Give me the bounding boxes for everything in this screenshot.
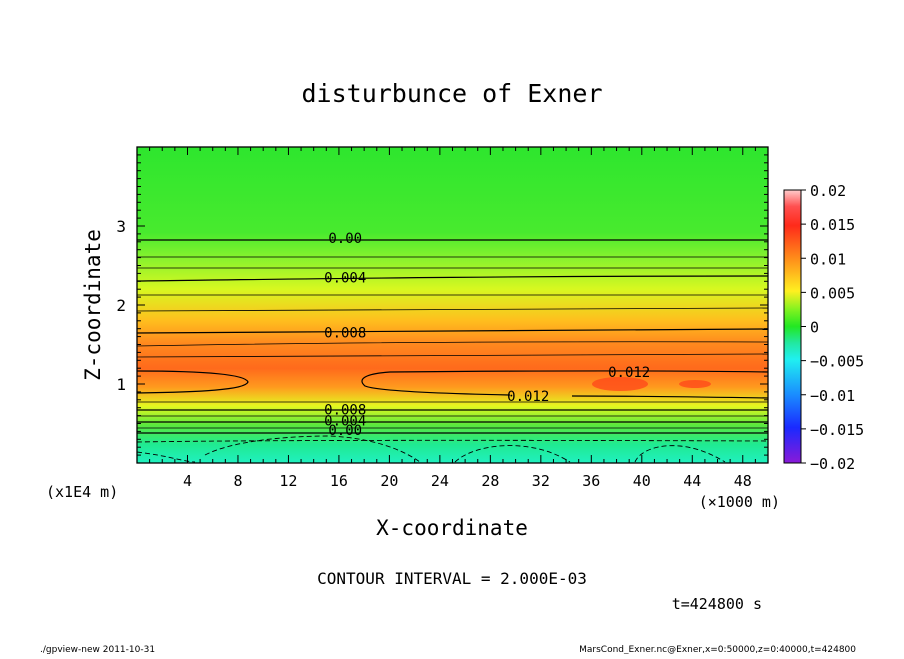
contour-line: [137, 275, 768, 282]
contour-line: [137, 341, 768, 347]
y-axis: 1 2 3: [116, 154, 768, 456]
colorbar-ticks: 0.02 0.015 0.01 0.005 0 −0.005 −0.01 −0.015 −0.0…: [801, 182, 864, 473]
contour-line-dashed: [454, 445, 571, 463]
x-tick-label: 20: [380, 472, 398, 490]
colorbar-tick-label: −0.015: [810, 421, 864, 439]
colorbar-tick-label: 0.01: [810, 250, 846, 268]
footer-right: MarsCond_Exner.nc@Exner,x=0:50000,z=0:40…: [579, 645, 856, 654]
x-tick-label: 8: [233, 472, 242, 490]
y-tick-label: 3: [116, 217, 126, 236]
colorbar-tick-label: −0.005: [810, 353, 864, 371]
contour-line-012-left: [137, 370, 249, 394]
x-tick-label: 40: [633, 472, 651, 490]
contour-label: 0.004: [324, 270, 366, 286]
contour-line-012-right: [361, 370, 768, 399]
colorbar-tick-label: 0.015: [810, 216, 855, 234]
colorbar-tick-label: 0: [810, 319, 819, 337]
contour-label: 0.012: [608, 365, 650, 381]
x-tick-label: 36: [582, 472, 600, 490]
footer-left: ./gpview-new 2011-10-31: [40, 645, 155, 654]
contour-label: 0.008: [324, 402, 366, 418]
x-axis: 4 8 12 16 20 24 28 32 36 40 44 48: [149, 147, 756, 490]
contour-line-dashed: [137, 435, 421, 463]
colorbar-tick-label: 0.005: [810, 284, 855, 302]
y-tick-label: 1: [116, 375, 126, 394]
x-tick-label: 28: [481, 472, 499, 490]
x-tick-label: 24: [431, 472, 449, 490]
x-axis-label: X-coordinate: [376, 516, 528, 540]
contour-label: 0.00: [328, 231, 362, 247]
x-tick-label: 16: [330, 472, 348, 490]
contour-line-dashed: [634, 445, 726, 463]
x-scale-label: (×1000 m): [699, 493, 780, 511]
core-max-region-2: [679, 380, 711, 388]
contour-label: 0.012: [507, 389, 549, 405]
y-axis-label: Z-coordinate: [81, 229, 105, 381]
x-tick-label: 4: [183, 472, 192, 490]
chart-title: disturbunce of Exner: [301, 79, 602, 108]
colorbar-tick-label: 0.02: [810, 182, 846, 200]
y-tick-label: 2: [116, 296, 126, 315]
colorbar-tick-label: −0.02: [810, 455, 855, 473]
contour-label: 0.004: [324, 413, 366, 429]
x-tick-label: 44: [683, 472, 701, 490]
x-tick-label: 48: [734, 472, 752, 490]
time-label: t=424800 s: [672, 595, 762, 613]
core-max-region: [592, 377, 648, 391]
colorbar-tick-label: −0.01: [810, 387, 855, 405]
y-scale-label: (x1E4 m): [46, 483, 118, 501]
colorbar: [783, 189, 802, 464]
x-tick-label: 32: [532, 472, 550, 490]
contour-line-dashed: [137, 439, 768, 443]
x-tick-label: 12: [279, 472, 297, 490]
contour-interval: CONTOUR INTERVAL = 2.000E-03: [317, 569, 587, 588]
contour-label: 0.008: [324, 326, 366, 342]
contour-label: 0.00: [328, 423, 362, 439]
